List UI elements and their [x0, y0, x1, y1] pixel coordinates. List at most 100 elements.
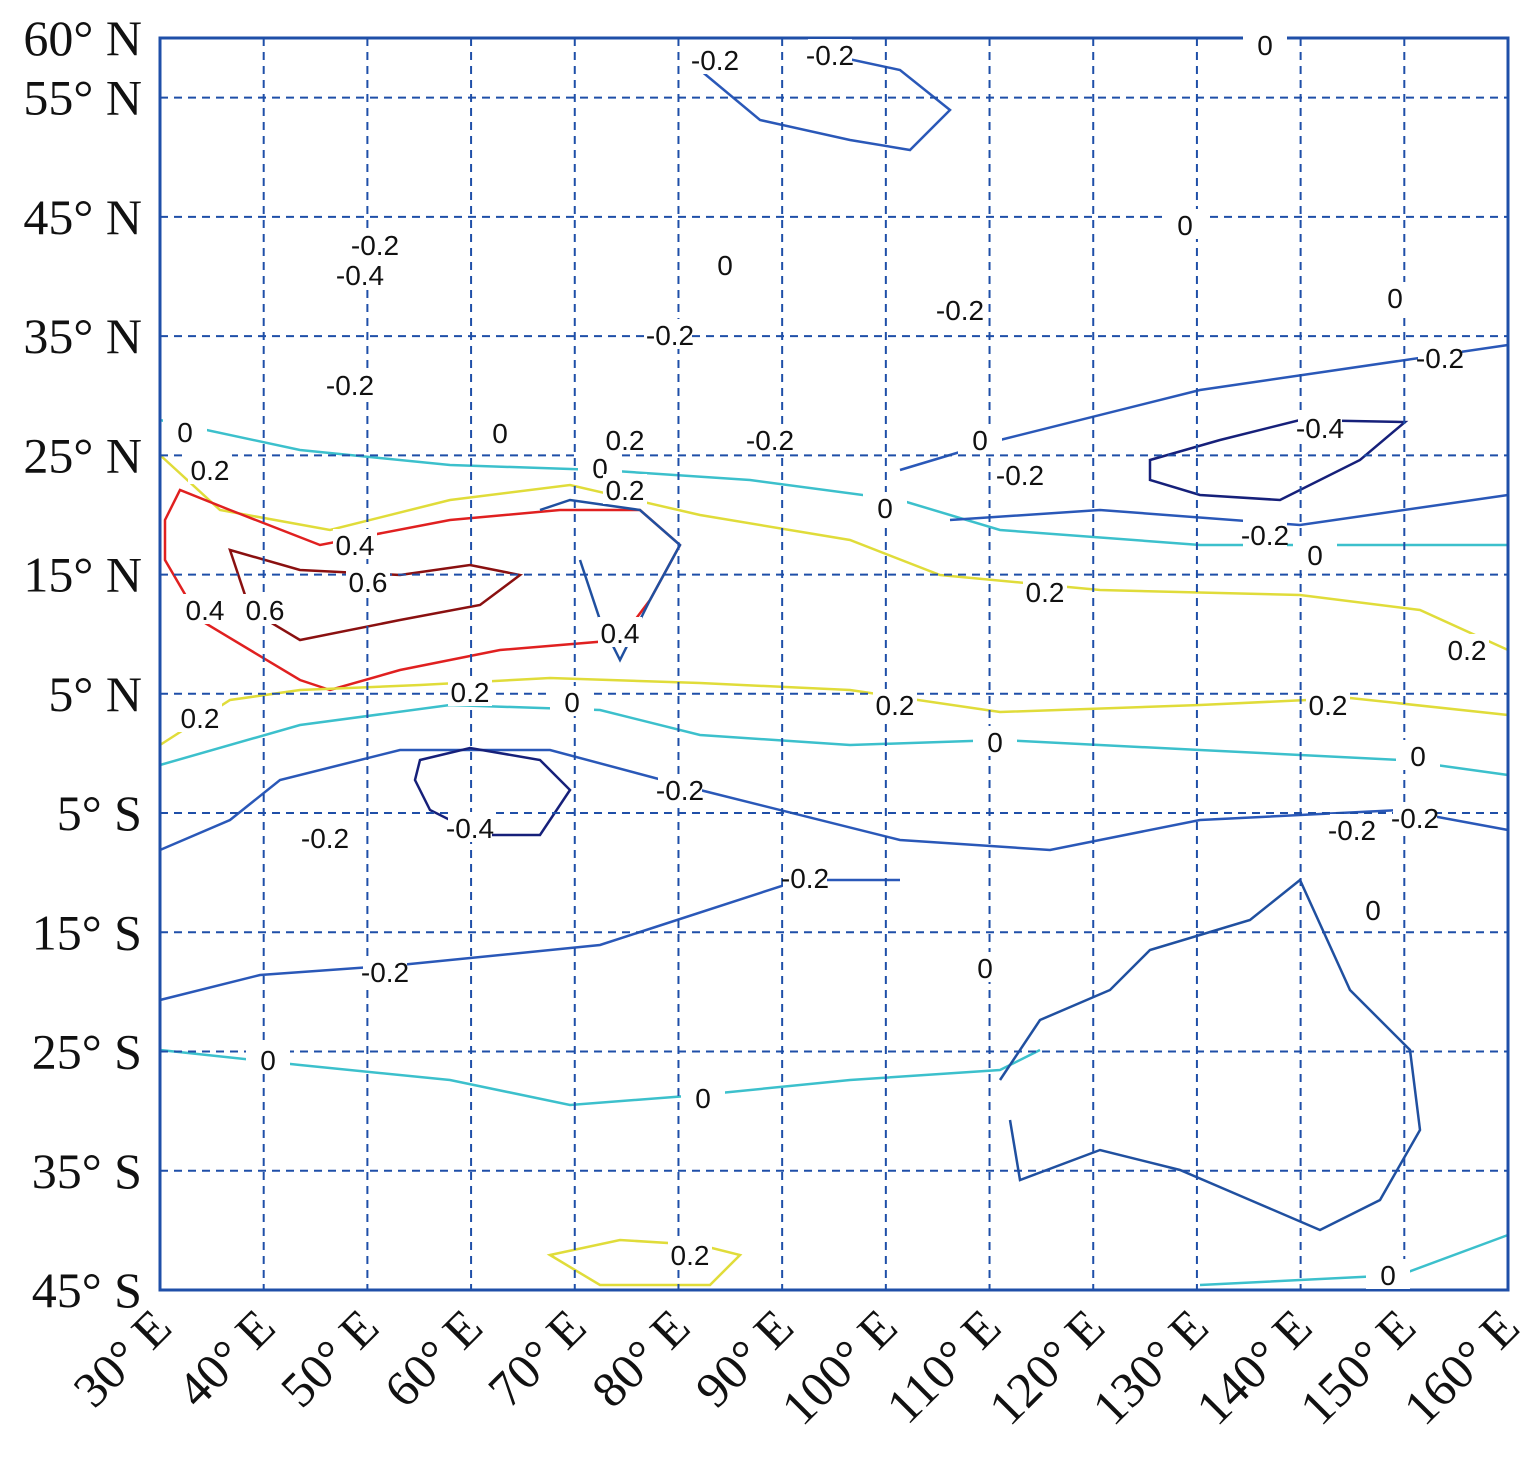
label-bg [178, 702, 222, 732]
contour-label: 0.2 [876, 690, 915, 721]
contour-label: -0.2 [351, 230, 399, 261]
label-bg [550, 686, 594, 716]
contour-label: 0 [177, 417, 193, 448]
label-bg [1293, 539, 1337, 569]
contour-label: 0.2 [1448, 635, 1487, 666]
x-tick-label: 150° E [1289, 1298, 1426, 1435]
x-tick-label: 130° E [1081, 1298, 1218, 1435]
x-tick-label: 140° E [1185, 1298, 1322, 1435]
x-tick-label: 100° E [770, 1298, 907, 1435]
x-tick-label: 40° E [166, 1298, 286, 1418]
contour-line [159, 748, 1509, 852]
contour-label: -0.2 [936, 295, 984, 326]
contour-line [159, 878, 900, 1002]
x-tick-label: 70° E [477, 1298, 597, 1418]
label-bg [958, 424, 1002, 454]
x-tick-label: 110° E [875, 1298, 1011, 1434]
contour-line [699, 53, 952, 152]
label-bg [303, 822, 347, 852]
label-bg [243, 594, 287, 624]
label-bg [246, 1044, 290, 1074]
label-bg [1366, 1259, 1410, 1289]
contour-label: 0 [1410, 741, 1426, 772]
y-tick-label: 45° S [32, 1262, 142, 1318]
label-bg [478, 417, 522, 447]
contour-label: 0 [1257, 30, 1273, 61]
tick-labels: 30° E40° E50° E60° E70° E80° E90° E100° … [23, 10, 1529, 1435]
label-bg [1298, 412, 1342, 442]
contour-label: 0.4 [336, 530, 375, 561]
contour-label: -0.2 [326, 370, 374, 401]
label-bg [188, 454, 232, 484]
x-tick-label: 80° E [581, 1298, 701, 1418]
label-bg [863, 492, 907, 522]
contour-label: -0.2 [361, 957, 409, 988]
contour-line [159, 676, 1509, 747]
label-bg [1396, 740, 1440, 770]
contour-line [949, 493, 1509, 527]
contour-label: 0.6 [246, 595, 285, 626]
label-bg [346, 566, 390, 596]
y-tick-label: 5° S [57, 785, 142, 841]
x-tick-label: 60° E [373, 1298, 493, 1418]
contour-label: -0.2 [301, 823, 349, 854]
y-tick-label: 25° N [23, 427, 142, 483]
contour-label: -0.4 [1296, 413, 1344, 444]
label-bg [808, 39, 852, 69]
contour-label: -0.4 [446, 813, 494, 844]
label-bg [1351, 894, 1395, 924]
contour-line [159, 703, 1509, 777]
y-tick-label: 35° S [32, 1143, 142, 1199]
contour-label: -0.2 [656, 775, 704, 806]
label-bg [363, 956, 407, 986]
label-bg [973, 726, 1017, 756]
x-tick-label: 120° E [978, 1298, 1115, 1435]
label-bg [1393, 802, 1437, 832]
contour-label: -0.2 [806, 40, 854, 71]
contour-label: 0.6 [349, 567, 388, 598]
label-bg [693, 44, 737, 74]
label-bg [873, 689, 917, 719]
contour-line [159, 1048, 1041, 1107]
contour-label: 0 [717, 250, 733, 281]
coastline [998, 878, 1422, 1232]
label-bg [1418, 342, 1462, 372]
y-tick-label: 55° N [23, 70, 142, 126]
label-bg [648, 319, 692, 349]
label-bg [963, 952, 1007, 982]
contour-label: -0.2 [1328, 815, 1376, 846]
contour-label: 0 [1307, 540, 1323, 571]
label-bg [163, 416, 207, 446]
label-bg [603, 474, 647, 504]
label-bg [783, 862, 827, 892]
y-tick-label: 60° N [23, 10, 142, 66]
label-bg [1373, 282, 1417, 312]
contour-label: 0 [972, 425, 988, 456]
contour-label: -0.2 [996, 460, 1044, 491]
label-bg [183, 594, 227, 624]
label-bg [603, 424, 647, 454]
contour-label: -0.2 [746, 425, 794, 456]
label-bg [328, 369, 372, 399]
y-tick-label: 25° S [32, 1024, 142, 1080]
label-bg [448, 676, 492, 706]
label-bg [1306, 689, 1350, 719]
grid [159, 37, 1509, 1291]
contour-label: 0.2 [671, 1240, 710, 1271]
label-bg [668, 1239, 712, 1269]
label-bg [1163, 209, 1207, 239]
contour-label: 0.2 [1026, 577, 1065, 608]
y-tick-label: 15° S [32, 904, 142, 960]
contour-line [546, 1238, 743, 1287]
x-tick-label: 160° E [1393, 1298, 1530, 1435]
contour-label: 0.2 [606, 475, 645, 506]
contour-label: 0.2 [451, 677, 490, 708]
contour-label: 0 [260, 1045, 276, 1076]
contour-label: 0.4 [186, 595, 225, 626]
contours [159, 53, 1509, 1287]
label-bg [998, 459, 1042, 489]
label-bg [1023, 576, 1067, 606]
label-bg [703, 249, 747, 279]
contour-label: 0 [1365, 895, 1381, 926]
label-bg [338, 259, 382, 289]
